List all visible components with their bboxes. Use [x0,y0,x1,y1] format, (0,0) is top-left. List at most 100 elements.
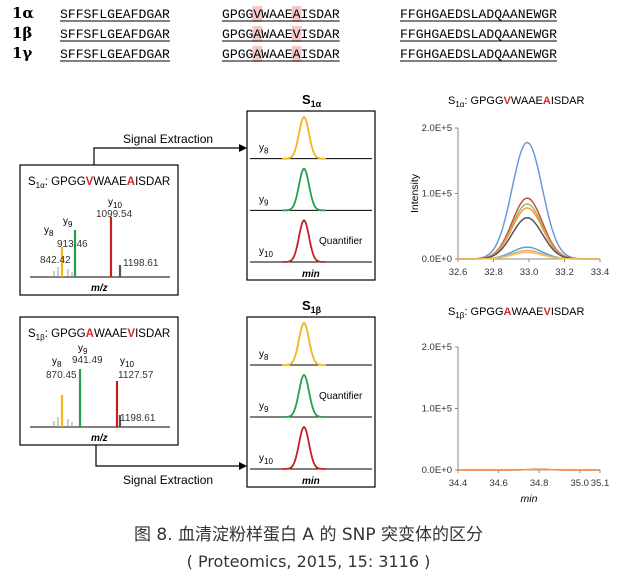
title-part: WAAE [511,306,543,318]
intensity-chart-2: S1β: GPGGAWAAEVISDAR 0.0E+0 1.0E+5 2.0E+5 34… [422,306,610,505]
peptide-sequence: GPGGAWAAEVISDAR [222,27,340,42]
xic-title: S1α [302,92,322,109]
x-tick-label: 35.0 [570,478,589,489]
fragment-mz: 842.42 [40,255,71,266]
fragment-ion-label-sub: 9 [83,347,88,356]
spectrum-title: S1β: GPGGAWAAEVISDAR [28,328,170,342]
x-tick-label: 34.8 [530,478,549,489]
x-tick-label: 33.0 [520,267,539,278]
y-tick-label: 2.0E+5 [422,342,452,353]
quantifier-label: Quantifier [319,391,363,402]
title-part: : GPGG [464,306,503,318]
title-part: WAAE [511,95,543,107]
x-axis-label: min [521,493,538,505]
fragment-ion-label: y9 [63,216,73,229]
fragment-mz: 870.45 [46,370,77,381]
arrow-line [93,147,240,165]
y-tick-label: 0.0E+0 [422,465,452,476]
title-part: 1β [36,333,45,342]
fragment-ion-label-main: y [108,197,113,208]
arrow-line [95,445,240,467]
peptide-part: V [86,176,94,188]
xic-ion-label-main: y [259,453,264,464]
chart-series-line [458,251,600,260]
title-part: A [543,95,551,107]
figure-citation: ( Proteomics, 2015, 15: 3116 ) [186,552,431,571]
xic-trace [282,373,326,418]
title-part: 1α [455,100,464,109]
sequence-row-1: 1α SFFSFLGEAFDGAR GPGGVWAAEAISDAR FFGHGAEDS… [12,4,557,22]
x-tick-label: 34.6 [489,478,508,489]
sequence-row-3: 1γ SFFSFLGEAFDGAR GPGGAWAAEAISDAR FFGHGAEDS… [12,44,557,62]
highlight-box [291,6,302,22]
fragment-ion-label-main: y [63,216,68,227]
fragment-ion-label-sub: 8 [49,229,54,238]
xic-ion-label-main: y [259,246,264,257]
spectrum-box [19,316,179,446]
xic-ion-label-main: y [259,349,264,360]
peptide-part: WAAE [94,328,128,340]
fragment-ion-label-sub: 9 [68,220,73,229]
fragment-mz: 941.49 [72,355,103,366]
xic-ion-label-main: y [259,143,264,154]
peptide-sequence: FFGHGAEDSLADQAANEWGR [400,7,557,22]
peptide-part: GPGG [51,176,86,188]
xic-ion-label: y8 [259,143,269,156]
fragment-ion-label: y9 [78,343,88,356]
peptide-sequence: GPGGAWAAEAISDAR [222,47,340,62]
y-tick-label: 1.0E+5 [422,404,452,415]
isoform-label: 1β [12,24,32,42]
signal-extraction-top: Signal Extraction [93,132,247,165]
x-tick-label: 33.2 [555,267,574,278]
xic-title-main: S [302,298,311,313]
fragment-mz: 913.46 [57,239,88,250]
highlight-box [291,46,302,62]
arrow-head [239,144,247,152]
x-tick-label: 35.1 [591,478,610,489]
figure: 1α SFFSFLGEAFDGAR GPGGVWAAEAISDAR FFGHGAEDS… [12,4,610,505]
peptide-sequence: SFFSFLGEAFDGAR [60,7,170,22]
peptide-sequence: FFGHGAEDSLADQAANEWGR [400,47,557,62]
x-tick-label: 33.4 [591,267,610,278]
xic-ion-label-main: y [259,401,264,412]
fragment-ion-label: y10 [108,197,122,210]
xic-title-main: S [302,92,311,107]
signal-extraction-label: Signal Extraction [123,473,213,487]
xic-title: S1β [302,298,322,315]
chart-title: S1β: GPGGAWAAEVISDAR [448,306,585,320]
peptide-sequence: SFFSFLGEAFDGAR [60,27,170,42]
peptide-part: WAAE [93,176,127,188]
fragment-ion-label: y8 [44,225,54,238]
isoform-label: 1α [12,4,34,22]
fragment-ion-label: y10 [120,356,134,369]
title-part: ISDAR [551,306,585,318]
y-tick-label: 1.0E+5 [422,189,452,200]
title-part: : [45,328,51,340]
spectrum-xlabel: m/z [91,433,108,444]
x-tick-label: 32.6 [449,267,468,278]
title-part: S [448,95,455,107]
xic-trace [282,167,326,212]
signal-extraction-bottom: Signal Extraction [95,445,247,487]
title-part: A [504,306,512,318]
xic-trace [282,321,326,366]
xic-trace [282,115,326,160]
chart-series-line [458,141,600,260]
peptide-part: ISDAR [135,328,170,340]
xic-title-sub: 1α [311,99,322,109]
signal-extraction-label: Signal Extraction [123,132,213,146]
xic-ion-label-sub: 9 [264,198,269,207]
y-tick-label: 2.0E+5 [422,123,452,134]
peptide-part: A [127,176,135,188]
xic-title-sub: 1β [311,305,322,315]
peptide-part: ISDAR [135,176,170,188]
peptide-sequence: SFFSFLGEAFDGAR [60,47,170,62]
xic-trace [282,219,326,263]
title-part: : [45,176,51,188]
spectrum-title: S1α: GPGGVWAAEAISDAR [28,176,170,190]
peptide-sequence: GPGGVWAAEAISDAR [222,7,340,22]
fragment-ion-label-sub: 10 [113,201,122,210]
xic-trace [282,425,326,470]
